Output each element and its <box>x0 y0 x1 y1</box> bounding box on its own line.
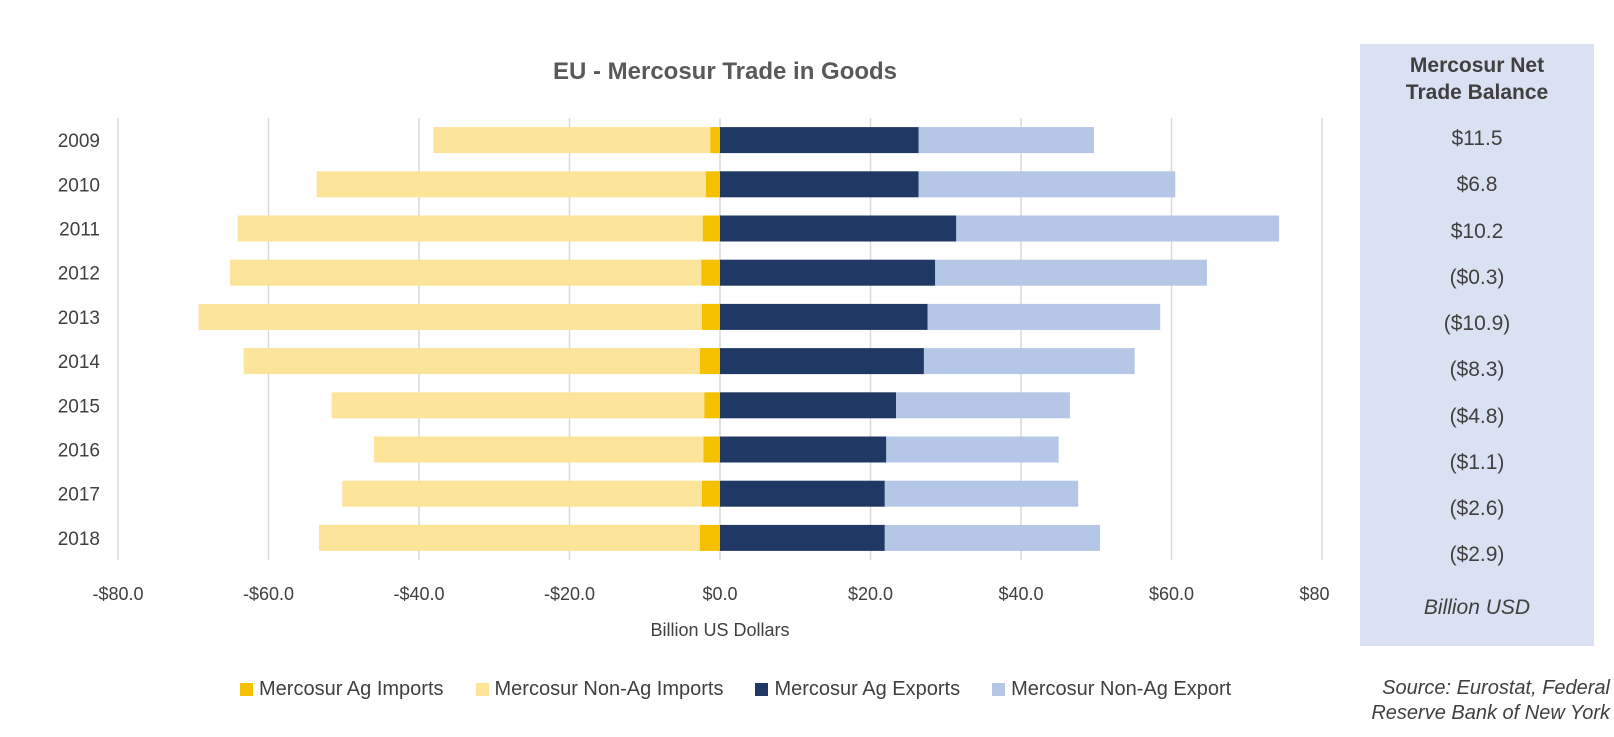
bar-segment <box>318 524 700 551</box>
bar-segment <box>373 436 704 463</box>
net-balance-value: $6.8 <box>1456 173 1498 197</box>
net-balance-value: ($4.8) <box>1449 404 1505 428</box>
bar-segment <box>720 348 924 375</box>
bar-segment <box>720 436 887 463</box>
legend-item: Mercosur Non-Ag Imports <box>475 677 724 701</box>
net-balance-value: ($2.9) <box>1449 543 1505 567</box>
source-line1: Source: Eurostat, Federal <box>1382 677 1610 699</box>
bar-segment <box>720 480 885 507</box>
x-tick-label: -$40.0 <box>393 584 444 604</box>
legend-label: Mercosur Non-Ag Imports <box>494 677 724 700</box>
year-label: 2018 <box>58 529 100 550</box>
year-labels: 2009 2010 2011 2012 2013 2014 2015 2016 2017 2018 <box>58 131 101 550</box>
panel-values: $11.5 $6.8 $10.2 ($0.3) ($10.9) ($8.3) (… <box>1360 116 1594 579</box>
bar-segment <box>703 436 720 463</box>
net-balance-value: $10.2 <box>1450 219 1504 243</box>
net-balance-value: ($8.3) <box>1449 358 1505 382</box>
bar-segment <box>237 215 703 242</box>
legend-swatch <box>992 682 1006 696</box>
legend-label: Mercosur Ag Exports <box>774 677 961 700</box>
bar-segment <box>918 171 1176 198</box>
bar-segment <box>884 524 1101 551</box>
net-balance-value: $11.5 <box>1451 127 1503 150</box>
year-label: 2009 <box>58 131 100 152</box>
legend-label: Mercosur Non-Ag Export <box>1011 677 1232 700</box>
legend-item: Mercosur Non-Ag Export <box>992 678 1231 701</box>
bar-segment <box>198 303 702 330</box>
year-label: 2014 <box>58 352 101 373</box>
bar-segment <box>896 392 1070 419</box>
bar-segment <box>927 303 1161 330</box>
year-label: 2011 <box>59 220 100 241</box>
legend-label: Mercosur Ag Imports <box>259 677 444 700</box>
bar-segment <box>331 392 705 419</box>
bar-segment <box>701 480 720 507</box>
bar-segment <box>720 524 885 551</box>
panel-unit-label: Billion USD <box>1423 596 1531 619</box>
trade-chart: 2009 2010 2011 2012 2013 2014 2015 2016 2017 2018… <box>58 118 1330 604</box>
bar-segment <box>720 303 928 330</box>
year-label: 2010 <box>58 175 100 196</box>
bar-segment <box>433 127 711 154</box>
panel-title: Mercosur Net Trade Balance <box>1360 52 1594 106</box>
bar-segment <box>699 348 720 375</box>
year-label: 2016 <box>58 441 100 462</box>
legend-item: Mercosur Ag Exports <box>755 678 960 701</box>
legend-swatch <box>475 682 489 696</box>
bar-segment <box>935 259 1207 286</box>
net-balance-value: ($0.3) <box>1449 265 1505 289</box>
panel-title-line1: Mercosur Net <box>1409 54 1545 77</box>
source-line2: Reserve Bank of New York <box>1371 702 1610 724</box>
net-balance-value: ($10.9) <box>1443 312 1511 335</box>
legend-swatch <box>240 682 253 696</box>
x-tick-label: $0.0 <box>702 584 737 604</box>
bar-segment <box>342 480 702 507</box>
year-label: 2017 <box>58 485 100 506</box>
bar-segment <box>720 392 897 419</box>
legend-item: Mercosur Ag Imports <box>240 678 444 701</box>
net-balance-value: ($1.1) <box>1449 450 1505 474</box>
bar-segment <box>243 348 700 375</box>
x-tick-label: -$80.0 <box>92 584 143 604</box>
bar-segment <box>702 215 720 242</box>
bar-segment <box>316 171 706 198</box>
bar-segment <box>701 259 720 286</box>
bar-segment <box>720 127 919 154</box>
legend-swatch <box>755 682 769 696</box>
net-trade-balance-panel: Mercosur Net Trade Balance $11.5 $6.8 $1… <box>1360 44 1594 646</box>
x-axis-label: Billion US Dollars <box>650 620 790 640</box>
bar-segment <box>699 524 720 551</box>
x-tick-label: $80.0 <box>1299 584 1330 604</box>
panel-title-line2: Trade Balance <box>1405 81 1549 104</box>
bar-segment <box>886 436 1059 463</box>
legend: Mercosur Ag Imports Mercosur Non-Ag Impo… <box>240 677 1263 701</box>
x-tick-label: $60.0 <box>1149 584 1194 604</box>
x-tick-label: -$60.0 <box>243 584 294 604</box>
bar-segment <box>720 215 957 242</box>
bar-segment <box>705 171 720 198</box>
chart-title: EU - Mercosur Trade in Goods <box>552 58 898 85</box>
bar-segment <box>884 480 1079 507</box>
x-tick-labels: -$80.0 -$60.0 -$40.0 -$20.0 $0.0 $20.0 $40.0 $6… <box>92 584 1330 604</box>
year-label: 2015 <box>58 396 100 417</box>
bar-segment <box>230 259 702 286</box>
bar-segment <box>956 215 1280 242</box>
bar-segment <box>720 171 919 198</box>
bars <box>198 127 1280 551</box>
x-tick-label: $40.0 <box>998 584 1043 604</box>
source-note: Source: Eurostat, Federal Reserve Bank o… <box>1300 676 1610 726</box>
bar-segment <box>923 348 1135 375</box>
bar-segment <box>918 127 1094 154</box>
year-label: 2013 <box>58 308 100 329</box>
x-tick-label: -$20.0 <box>544 584 595 604</box>
bar-segment <box>704 392 720 419</box>
year-label: 2012 <box>58 264 100 285</box>
x-tick-label: $20.0 <box>848 584 893 604</box>
bar-segment <box>710 127 720 154</box>
bar-segment <box>701 303 720 330</box>
net-balance-value: ($2.6) <box>1449 497 1505 520</box>
bar-segment <box>720 259 936 286</box>
